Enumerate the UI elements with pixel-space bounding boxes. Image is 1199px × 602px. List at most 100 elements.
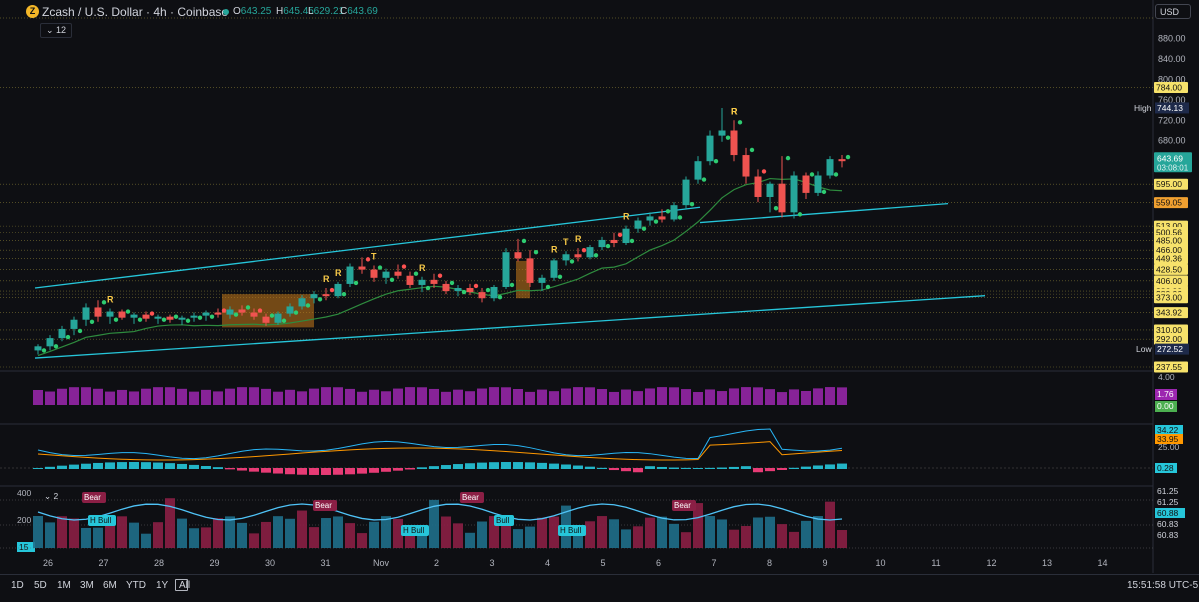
volume-bar xyxy=(345,523,355,548)
candle-body xyxy=(658,216,666,220)
directional-badge xyxy=(1155,425,1183,435)
volume-bar xyxy=(285,518,295,548)
timeframe-button-6m[interactable]: 6M xyxy=(103,580,117,591)
oscillator-bar xyxy=(669,387,679,405)
volume-bar xyxy=(813,516,823,548)
histogram-bar xyxy=(753,468,763,473)
volume-bar xyxy=(489,516,499,548)
timeframe-button-ytd[interactable]: YTD xyxy=(126,580,146,591)
signal-dot xyxy=(545,284,551,290)
volume-bar xyxy=(381,516,391,548)
timeframe-button-3m[interactable]: 3M xyxy=(80,580,94,591)
signal-dot xyxy=(281,318,287,323)
timeframe-button-1d[interactable]: 1D xyxy=(11,580,24,591)
signal-dot xyxy=(533,250,539,255)
signal-dot xyxy=(845,154,851,160)
last-price-badge xyxy=(1154,152,1192,173)
ohlc-high: H645.45 xyxy=(276,6,314,17)
level-value: 237.55 xyxy=(1156,362,1182,372)
candle-body xyxy=(250,312,258,317)
volume-bar xyxy=(525,526,535,548)
volume-bar xyxy=(309,527,319,548)
level-badge xyxy=(1154,324,1188,336)
candle-body xyxy=(454,288,462,292)
channel-lower-line xyxy=(34,295,986,359)
oscillator-bar xyxy=(225,388,235,405)
oscillator-bar xyxy=(561,388,571,405)
price-tick-label: 760.00 xyxy=(1158,95,1186,105)
level-value: 500.56 xyxy=(1156,227,1182,237)
histogram-bar xyxy=(777,468,787,470)
histogram-bar xyxy=(669,467,679,469)
oscillator-readout: 0.00 xyxy=(1157,401,1174,411)
volume-bar xyxy=(405,528,415,548)
timeframe-button-5d[interactable]: 5D xyxy=(34,580,47,591)
oscillator-bar xyxy=(249,387,259,405)
signal-dot xyxy=(641,226,647,231)
timeframe-button-all[interactable]: All xyxy=(179,580,191,591)
timeframe-button-1y[interactable]: 1Y xyxy=(156,580,169,591)
channel-upper-line xyxy=(699,202,949,224)
currency-select[interactable]: USD xyxy=(1155,4,1191,19)
oscillator-bar xyxy=(237,387,247,405)
symbol-title[interactable]: Zcash / U.S. Dollar · 4h · Coinbase xyxy=(42,5,229,19)
candle-body xyxy=(154,316,162,319)
level-badge xyxy=(1154,333,1188,345)
timeframe-button-1m[interactable]: 1M xyxy=(57,580,71,591)
volume-bar xyxy=(105,518,115,548)
volume-readout: 61.25 xyxy=(1157,497,1179,507)
signal-dot xyxy=(149,311,155,316)
candle-body xyxy=(226,309,234,315)
volume-bar xyxy=(249,533,259,548)
oscillator-bar xyxy=(69,387,79,405)
histogram-bar xyxy=(81,463,91,469)
signal-dot xyxy=(425,285,431,291)
histogram-bar xyxy=(597,467,607,469)
volume-bar xyxy=(465,532,475,548)
volume-bar xyxy=(333,516,343,548)
oscillator-bar xyxy=(453,389,463,405)
signal-label: T xyxy=(563,237,569,247)
signal-dot xyxy=(101,300,107,305)
candle-body xyxy=(646,216,654,221)
oscillator-bar xyxy=(609,391,619,405)
oscillator-bar xyxy=(261,388,271,405)
volume-bar xyxy=(477,521,487,548)
histogram-bar xyxy=(393,468,403,471)
signal-dot xyxy=(41,348,47,353)
oscillator-bar xyxy=(477,388,487,405)
signal-dot xyxy=(677,215,683,220)
market-status-icon xyxy=(223,9,229,15)
candle-body xyxy=(394,271,402,276)
level-value: 343.92 xyxy=(1156,308,1182,318)
time-tick-label: 29 xyxy=(209,558,219,568)
oscillator-bar xyxy=(177,388,187,405)
histogram-bar xyxy=(633,468,643,473)
histogram-bar xyxy=(789,467,799,469)
volume-bar xyxy=(585,521,595,548)
signal-dot xyxy=(833,172,839,177)
oscillator-bar xyxy=(57,388,67,405)
clock-readout: 15:51:58 UTC-5 xyxy=(1127,580,1199,591)
level-value: 466.00 xyxy=(1156,245,1182,255)
level-badge xyxy=(1154,178,1188,190)
histogram-bar xyxy=(813,465,823,469)
directional-readout: 0.28 xyxy=(1157,463,1174,473)
histogram-bar xyxy=(93,462,103,469)
volume-bar xyxy=(129,522,139,548)
indicator-toggle-button[interactable]: ⌄ 12 xyxy=(40,23,73,38)
candle-body xyxy=(322,294,330,297)
level-value: 406.00 xyxy=(1156,276,1182,286)
candle-body xyxy=(730,130,738,156)
oscillator-bar xyxy=(741,387,751,405)
oscillator-bar xyxy=(321,387,331,405)
calendar-icon[interactable] xyxy=(175,579,188,591)
volume-bar xyxy=(369,521,379,548)
signal-label: R xyxy=(623,212,630,222)
signal-label: R xyxy=(107,294,114,304)
bear-label: Bear xyxy=(674,501,691,510)
candle-body xyxy=(802,175,810,193)
volume-bar xyxy=(513,529,523,548)
